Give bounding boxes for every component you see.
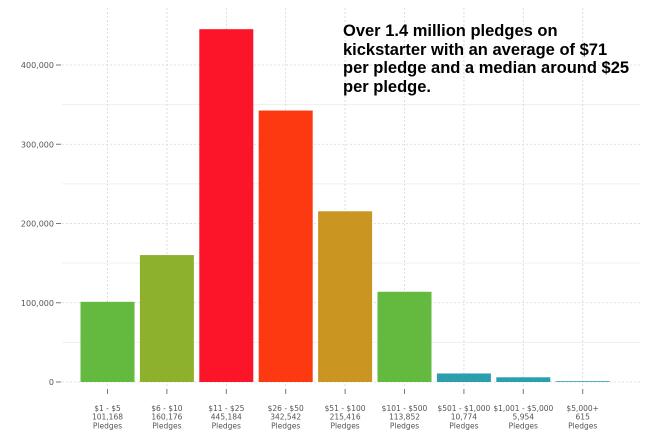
- x-count-label: 215,416: [330, 413, 361, 422]
- axis-layer: 0 100,000 200,000 300,000 400,000: [21, 61, 61, 387]
- x-unit-label: Pledges: [509, 421, 538, 430]
- bar-8: [496, 377, 551, 382]
- x-tick-label: $501 - $1,000: [437, 404, 490, 413]
- annotation-line: kickstarter with an average of $71: [343, 40, 608, 59]
- y-tick-label: 400,000: [21, 61, 54, 70]
- x-unit-label: Pledges: [212, 421, 241, 430]
- x-unit-label: Pledges: [449, 421, 478, 430]
- x-unit-label: Pledges: [152, 421, 181, 430]
- x-unit-label: Pledges: [330, 421, 359, 430]
- x-tick-label: $101 - $500: [382, 404, 428, 413]
- x-unit-label: Pledges: [93, 421, 122, 430]
- y-tick-label: 100,000: [21, 299, 54, 308]
- x-count-label: 445,184: [211, 413, 242, 422]
- bar-7: [436, 373, 491, 382]
- x-tick-label: $5,000+: [566, 404, 599, 413]
- annotation-line: per pledge.: [343, 77, 432, 96]
- annotation-line: per pledge and a median around $25: [343, 59, 630, 77]
- x-count-label: 342,542: [270, 413, 301, 422]
- y-tick-label: 0: [49, 378, 54, 387]
- x-count-label: 160,176: [151, 413, 182, 422]
- bar-4: [258, 110, 313, 382]
- x-tick-label: $51 - $100: [325, 404, 366, 413]
- x-unit-label: Pledges: [271, 421, 300, 430]
- x-tick-label: $6 - $10: [151, 404, 183, 413]
- x-count-label: 113,852: [389, 413, 420, 422]
- bar-3: [199, 29, 254, 382]
- x-tick-label: $1 - $5: [94, 404, 121, 413]
- chart-annotation: Over 1.4 million pledges on kickstarter …: [343, 22, 643, 96]
- bar-5: [318, 211, 373, 382]
- x-count-label: 615: [576, 413, 591, 422]
- x-count-label: 10,774: [451, 413, 477, 422]
- y-tick-label: 200,000: [21, 220, 54, 229]
- x-count-label: 5,954: [513, 413, 535, 422]
- x-tick-label: $1,001 - $5,000: [493, 404, 553, 413]
- bar-layer: [80, 29, 610, 382]
- x-count-label: 101,168: [92, 413, 123, 422]
- bar-2: [139, 255, 194, 382]
- x-unit-label: Pledges: [390, 421, 419, 430]
- y-tick-label: 300,000: [21, 140, 54, 149]
- bar-1: [80, 301, 135, 382]
- x-tick-label: $26 - $50: [268, 404, 304, 413]
- annotation-line: Over 1.4 million pledges on: [343, 22, 558, 40]
- x-tick-label: $11 - $25: [208, 404, 244, 413]
- bar-9: [555, 381, 610, 382]
- bar-6: [377, 291, 432, 382]
- x-unit-label: Pledges: [568, 421, 597, 430]
